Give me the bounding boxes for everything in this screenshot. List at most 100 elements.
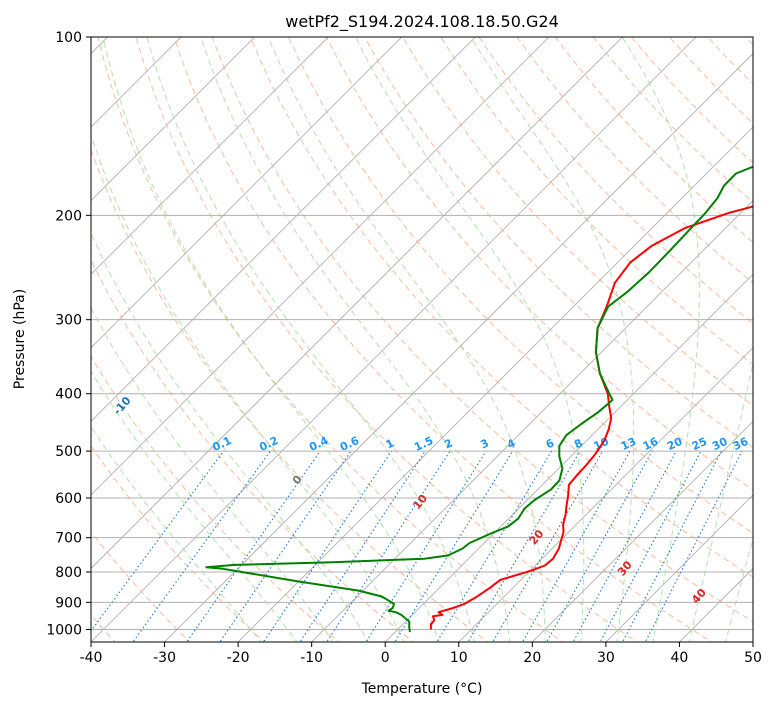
moist-adiabat-line bbox=[725, 536, 753, 642]
dry-adiabat-label: -10 bbox=[111, 394, 134, 418]
mixing-ratio-line bbox=[492, 450, 604, 642]
mixing-ratio-line bbox=[621, 450, 722, 642]
dry-adiabat-line bbox=[326, 37, 753, 491]
x-tick-label: -30 bbox=[153, 650, 176, 666]
dry-adiabat-line bbox=[478, 37, 753, 324]
temperature-series-line bbox=[429, 205, 753, 630]
x-tick-label: 30 bbox=[597, 650, 615, 666]
mixing-ratio-line bbox=[219, 450, 352, 642]
dry-adiabat-line bbox=[364, 37, 753, 449]
dry-adiabat-line bbox=[91, 258, 415, 642]
moist-adiabat-line bbox=[688, 360, 753, 642]
moist-adiabat-line bbox=[146, 37, 475, 642]
isotherm-line bbox=[311, 200, 753, 642]
y-tick-label: 200 bbox=[55, 208, 82, 224]
dry-adiabat-line bbox=[440, 37, 753, 365]
dry-adiabat-line bbox=[554, 37, 753, 244]
isotherm-line bbox=[91, 37, 256, 202]
mixing-ratio-line bbox=[572, 450, 677, 642]
isotherm-line bbox=[91, 37, 476, 422]
mixing-ratio-line bbox=[521, 450, 631, 642]
isotherm-line bbox=[91, 37, 329, 275]
mixing-ratio-label: 30 bbox=[710, 435, 730, 453]
mixing-ratio-line bbox=[394, 450, 514, 642]
mixing-ratio-line bbox=[326, 450, 451, 642]
moist-adiabat-line bbox=[91, 231, 369, 642]
line-labels: 0.10.20.40.611.52346810131620253036-100-… bbox=[111, 394, 751, 606]
moist-adiabat-line bbox=[91, 307, 334, 642]
y-tick-label: 700 bbox=[55, 531, 82, 547]
background-lines bbox=[91, 37, 753, 642]
x-tick-label: 10 bbox=[450, 650, 468, 666]
isotherm-line bbox=[531, 420, 753, 642]
mixing-ratio-label: 25 bbox=[690, 435, 709, 453]
mixing-ratio-line bbox=[467, 450, 581, 642]
moist-adiabat-label: 0 bbox=[290, 473, 305, 487]
dry-adiabat-line bbox=[173, 37, 713, 642]
mixing-ratio-line bbox=[644, 450, 743, 642]
mixing-ratio-label: 16 bbox=[641, 435, 661, 453]
mixing-ratio-line bbox=[262, 450, 392, 642]
x-tick-label: 0 bbox=[381, 650, 390, 666]
profile-series bbox=[205, 165, 753, 633]
y-tick-label: 900 bbox=[55, 595, 82, 611]
isotherm-line bbox=[91, 37, 697, 642]
mixing-ratio-line bbox=[132, 450, 271, 642]
isotherm-line bbox=[91, 37, 182, 128]
chart-title: wetPf2_S194.2024.108.18.50.G24 bbox=[285, 12, 559, 32]
dry-adiabat-line bbox=[91, 355, 340, 642]
moist-adiabat-label: 10 bbox=[410, 492, 430, 512]
x-tick-label: 20 bbox=[523, 650, 541, 666]
mixing-ratio-line bbox=[185, 450, 321, 642]
mixing-ratio-line bbox=[91, 450, 224, 632]
isotherm-line bbox=[752, 641, 753, 642]
dry-adiabat-line bbox=[91, 445, 265, 642]
mixing-ratio-label: 13 bbox=[619, 435, 638, 453]
moist-adiabat-label: 40 bbox=[689, 586, 709, 606]
moist-adiabat-line bbox=[91, 425, 262, 642]
moist-adiabat-line bbox=[621, 37, 700, 642]
isotherm-line bbox=[91, 37, 624, 570]
moist-adiabat-line bbox=[200, 37, 511, 642]
y-tick-label: 800 bbox=[55, 565, 82, 581]
mixing-ratio-line bbox=[599, 450, 702, 642]
dry-adiabat-line bbox=[745, 37, 753, 46]
y-tick-label: 400 bbox=[55, 387, 82, 403]
dry-adiabat-line bbox=[91, 148, 489, 642]
axes: -40 -30 -20 -10 0 10 20 30 40 5010020030040050060… bbox=[46, 30, 762, 666]
isotherm-line bbox=[605, 494, 753, 642]
moist-adiabat-line bbox=[91, 370, 298, 642]
moist-adiabat-label: 20 bbox=[527, 527, 547, 547]
x-tick-label: -20 bbox=[227, 650, 250, 666]
mixing-ratio-line bbox=[365, 450, 487, 642]
mixing-ratio-label: 6 bbox=[544, 436, 557, 451]
dry-adiabat-line bbox=[287, 37, 753, 534]
y-axis-label: Pressure (hPa) bbox=[12, 289, 28, 389]
isotherm-line bbox=[384, 273, 753, 642]
y-tick-label: 100 bbox=[55, 30, 82, 46]
mixing-ratio-line bbox=[299, 450, 426, 642]
isotherm-line bbox=[91, 37, 403, 349]
moist-adiabat-label: 30 bbox=[615, 558, 635, 578]
y-tick-label: 600 bbox=[55, 491, 82, 507]
x-tick-label: -10 bbox=[300, 650, 323, 666]
mixing-ratio-label: 4 bbox=[505, 436, 518, 451]
isotherm-line bbox=[458, 347, 753, 642]
isotherm-line bbox=[91, 37, 550, 496]
dry-adiabat-line bbox=[211, 37, 753, 623]
dry-adiabat-line bbox=[97, 37, 564, 642]
moist-adiabat-line bbox=[470, 37, 635, 642]
mixing-ratio-label: 36 bbox=[731, 435, 751, 453]
y-tick-label: 500 bbox=[55, 444, 82, 460]
mixing-ratio-line bbox=[436, 450, 552, 642]
moist-adiabat-line bbox=[267, 37, 546, 642]
x-tick-label: -40 bbox=[80, 650, 103, 666]
dry-adiabat-line bbox=[135, 37, 639, 642]
dry-adiabat-line bbox=[707, 37, 753, 85]
mixing-ratio-label: 20 bbox=[665, 435, 685, 453]
x-tick-label: 50 bbox=[744, 650, 762, 666]
moist-adiabat-line bbox=[102, 37, 440, 642]
x-tick-label: 40 bbox=[671, 650, 689, 666]
x-axis-label: Temperature (°C) bbox=[361, 681, 483, 697]
dewpoint-series-line bbox=[205, 165, 753, 633]
